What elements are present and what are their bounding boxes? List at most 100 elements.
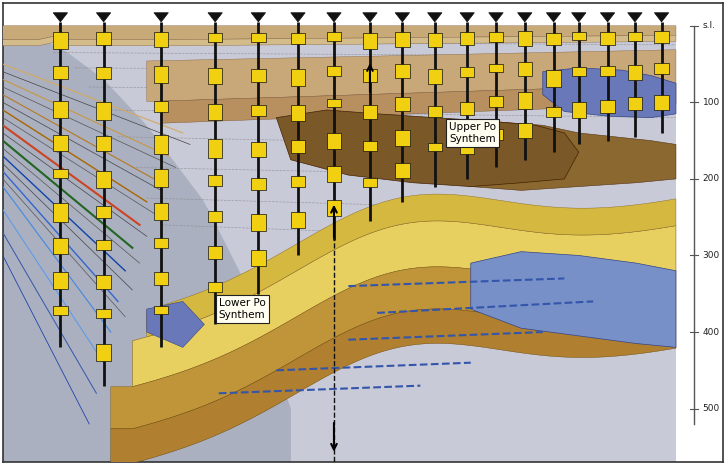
Bar [601, 100, 615, 113]
Bar [395, 97, 409, 111]
Bar [363, 178, 377, 186]
Text: Upper Po
Synthem: Upper Po Synthem [449, 122, 496, 144]
Bar [571, 102, 586, 119]
Polygon shape [3, 26, 676, 462]
Bar [251, 69, 265, 82]
Bar [208, 33, 222, 42]
Polygon shape [147, 194, 676, 337]
Bar [251, 250, 265, 266]
Polygon shape [435, 121, 676, 190]
Text: s.l.: s.l. [702, 21, 715, 30]
Bar [518, 93, 532, 109]
Bar [601, 66, 615, 75]
Bar [154, 169, 169, 187]
Bar [395, 32, 409, 47]
Polygon shape [111, 267, 676, 429]
Bar [326, 200, 341, 216]
Bar [53, 32, 68, 49]
Bar [154, 135, 169, 154]
Bar [154, 238, 169, 248]
Polygon shape [547, 13, 561, 22]
Bar [97, 206, 111, 218]
Bar [53, 101, 68, 118]
Bar [363, 33, 377, 49]
Polygon shape [53, 13, 68, 22]
Bar [154, 272, 169, 285]
Polygon shape [3, 26, 676, 40]
Bar [518, 123, 532, 138]
Bar [627, 97, 642, 110]
Bar [97, 240, 111, 251]
Bar [627, 65, 642, 80]
Bar [601, 32, 615, 45]
Bar [291, 176, 305, 187]
Bar [460, 102, 474, 114]
Bar [654, 63, 669, 74]
Bar [427, 69, 442, 84]
Bar [154, 101, 169, 113]
Bar [208, 104, 222, 120]
Bar [460, 137, 474, 154]
Polygon shape [3, 26, 291, 462]
Bar [97, 275, 111, 289]
Bar [547, 33, 561, 46]
Bar [97, 344, 111, 361]
Polygon shape [154, 13, 169, 22]
Text: 500: 500 [702, 404, 720, 413]
Bar [291, 213, 305, 228]
Bar [97, 101, 111, 120]
Bar [460, 33, 474, 45]
Bar [460, 67, 474, 77]
Polygon shape [208, 13, 222, 22]
Bar [395, 65, 409, 78]
Polygon shape [395, 13, 409, 22]
Polygon shape [291, 13, 305, 22]
Bar [291, 33, 305, 44]
Bar [571, 33, 586, 40]
Polygon shape [97, 13, 111, 22]
Bar [208, 68, 222, 84]
Bar [363, 141, 377, 151]
Bar [208, 282, 222, 292]
Bar [154, 204, 169, 220]
Polygon shape [3, 26, 291, 462]
Bar [208, 175, 222, 186]
Bar [363, 105, 377, 120]
Bar [489, 129, 503, 140]
Bar [53, 135, 68, 151]
Bar [97, 136, 111, 151]
Bar [251, 33, 265, 42]
Bar [97, 309, 111, 318]
Polygon shape [111, 309, 676, 463]
Polygon shape [543, 68, 676, 118]
Bar [154, 66, 169, 83]
Bar [427, 106, 442, 117]
Polygon shape [601, 13, 615, 22]
Polygon shape [571, 13, 586, 22]
Bar [53, 272, 68, 289]
Bar [251, 105, 265, 115]
Text: 300: 300 [702, 251, 720, 260]
Bar [326, 166, 341, 182]
Bar [53, 238, 68, 254]
Bar [427, 33, 442, 47]
Polygon shape [627, 13, 642, 22]
Bar [427, 143, 442, 151]
Bar [251, 178, 265, 191]
Bar [326, 133, 341, 149]
Bar [208, 211, 222, 222]
Bar [363, 69, 377, 82]
Polygon shape [460, 13, 474, 22]
Text: 100: 100 [702, 98, 720, 107]
Bar [291, 105, 305, 121]
Text: 400: 400 [702, 327, 720, 337]
Bar [627, 32, 642, 41]
Polygon shape [251, 13, 265, 22]
Bar [518, 31, 532, 46]
Bar [208, 140, 222, 158]
Bar [154, 306, 169, 314]
Bar [291, 140, 305, 153]
Bar [53, 306, 68, 315]
Bar [326, 99, 341, 107]
Polygon shape [276, 110, 579, 186]
